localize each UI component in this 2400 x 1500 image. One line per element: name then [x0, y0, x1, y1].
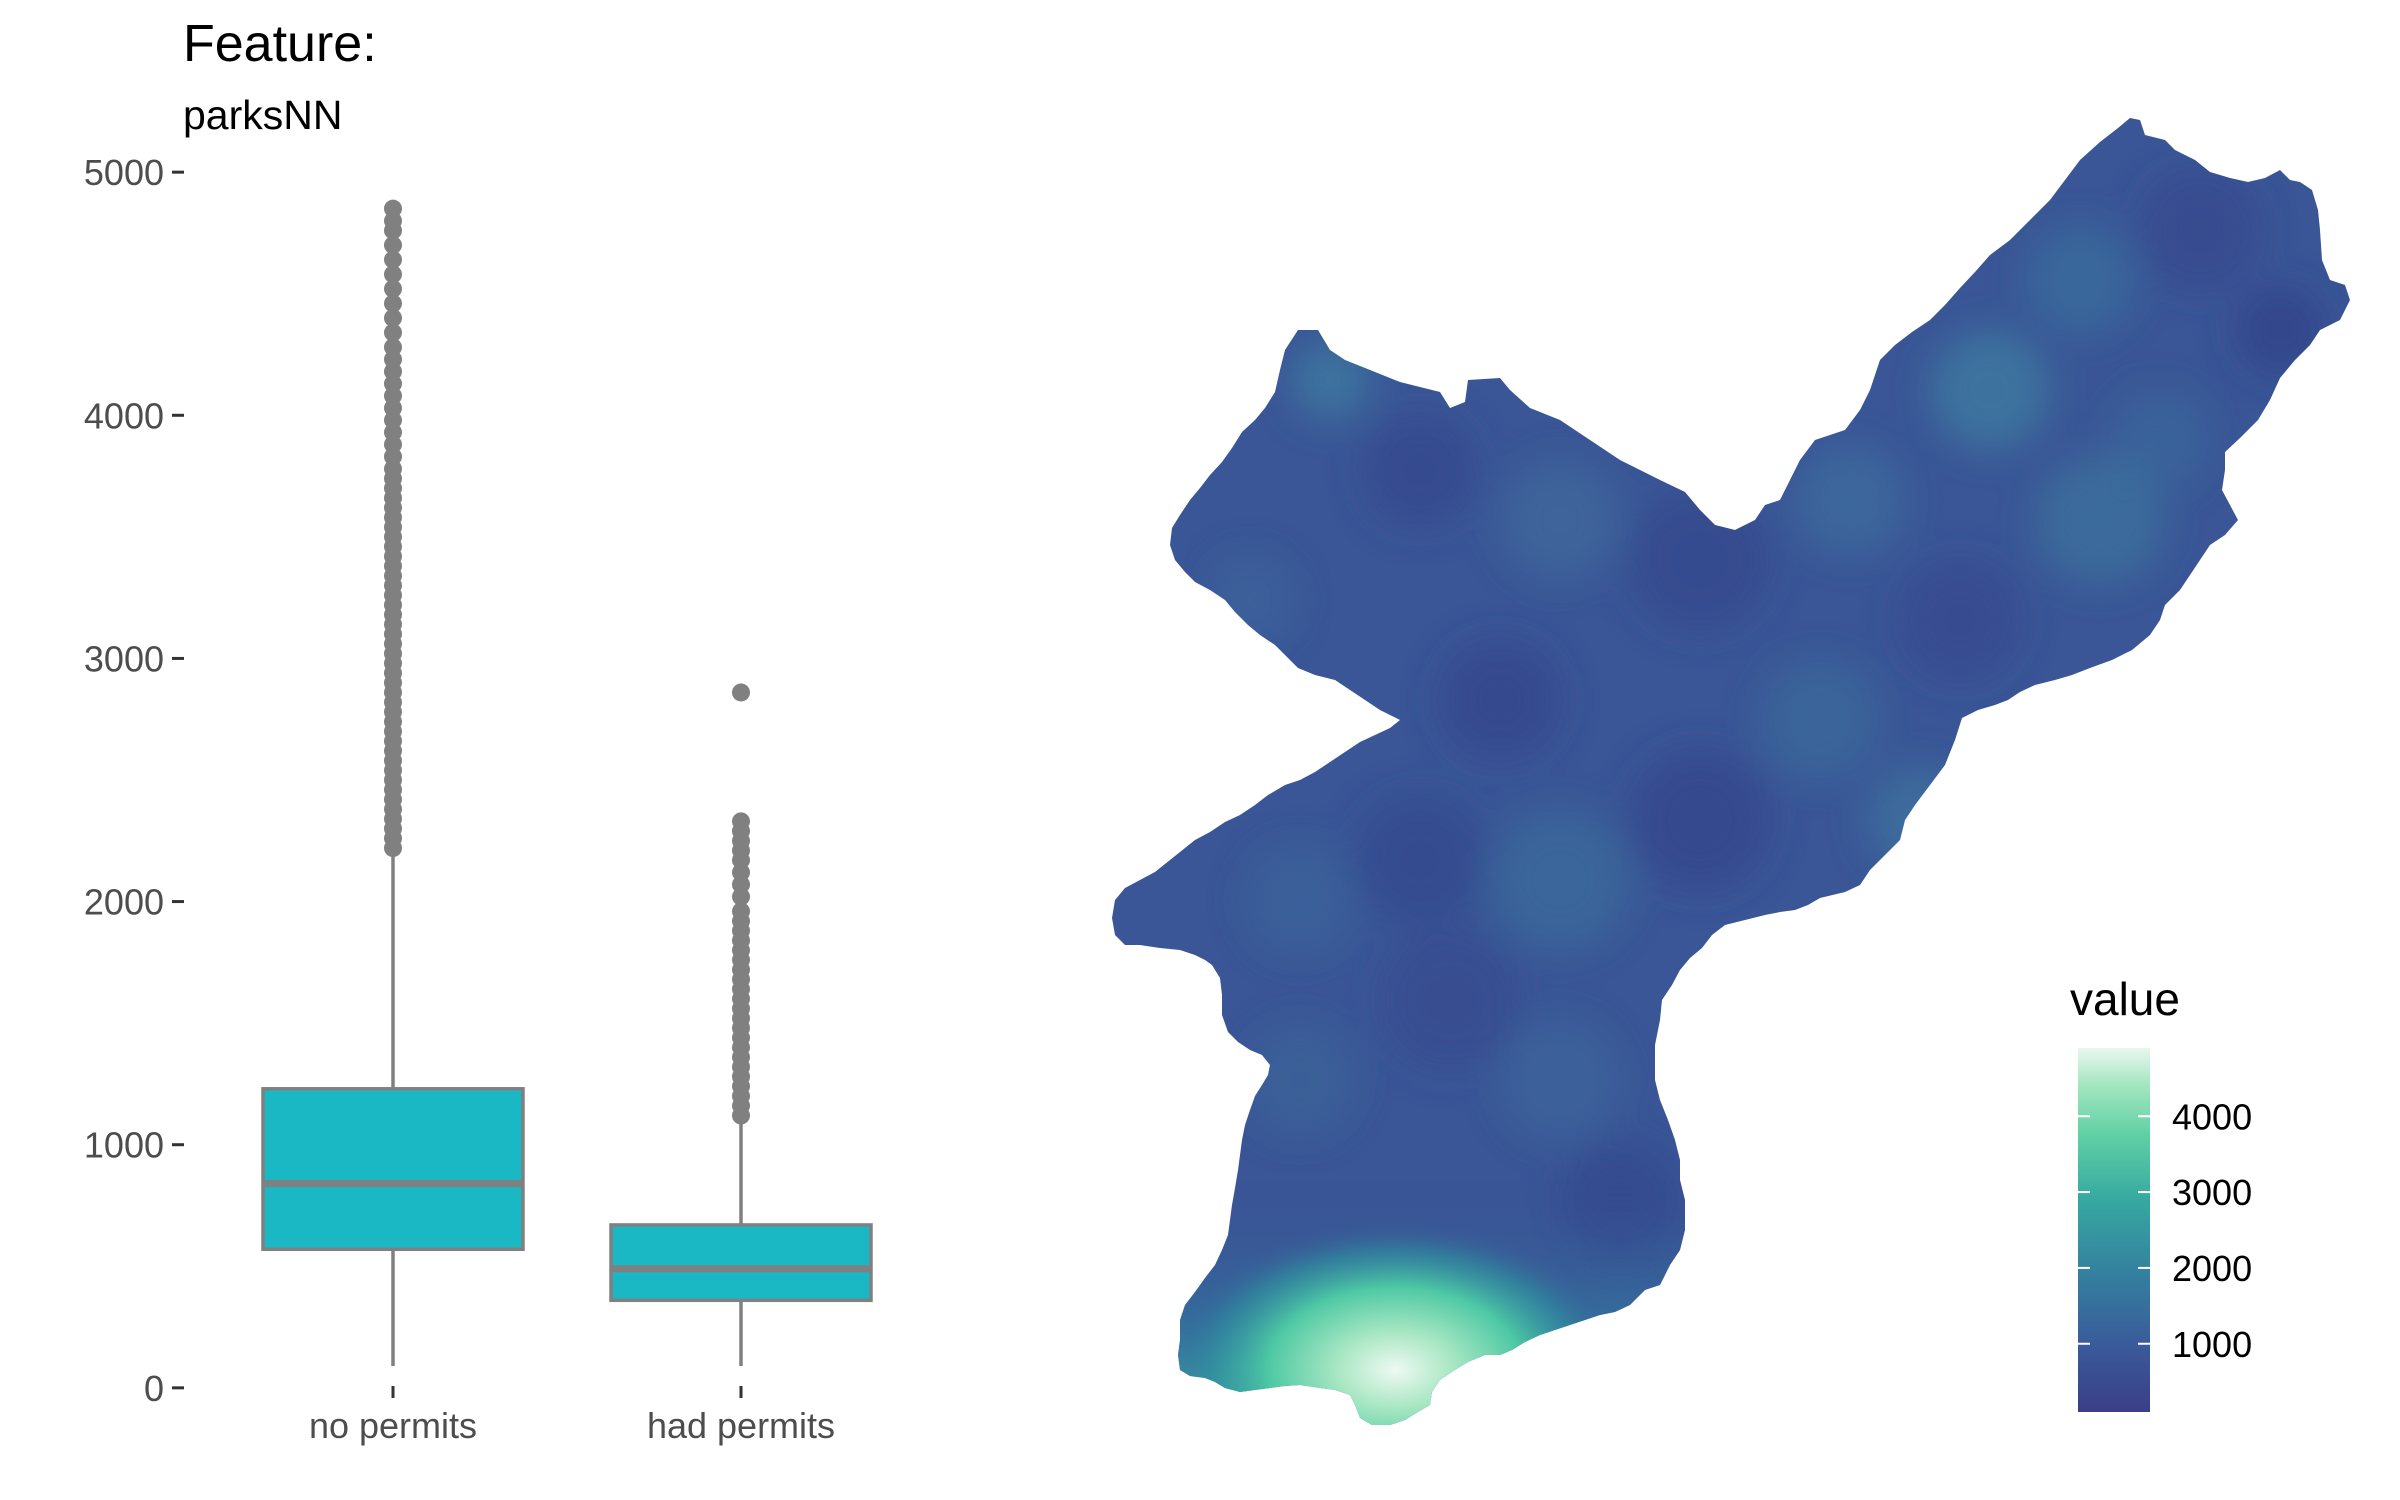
boxplot: 0 1000 2000 3000 4000 5000 no permits had perm… [84, 152, 873, 1446]
y-tick-label: 1000 [84, 1125, 164, 1166]
legend-tick-label: 3000 [2172, 1172, 2252, 1213]
legend-tick-label: 2000 [2172, 1248, 2252, 1289]
outlier-point [384, 250, 402, 269]
outlier-point [384, 279, 402, 298]
outlier-point [384, 265, 402, 284]
y-tick-label: 2000 [84, 882, 164, 923]
outlier-point [384, 338, 402, 357]
x-tick-label: had permits [647, 1405, 835, 1446]
outlier-point [732, 812, 750, 831]
chart-subtitle: parksNN [183, 92, 343, 138]
x-tick-label: no permits [309, 1405, 477, 1446]
y-tick-label: 4000 [84, 395, 164, 436]
outlier-point [732, 902, 750, 921]
chart-title: Feature: [183, 15, 377, 73]
iqr-box [261, 1087, 525, 1252]
map-fill [1112, 118, 2350, 1425]
y-axis: 0 1000 2000 3000 4000 5000 [84, 152, 184, 1409]
box-0 [261, 199, 525, 1366]
y-tick-label: 0 [144, 1368, 164, 1409]
legend-tick-label: 1000 [2172, 1324, 2252, 1365]
boxes [261, 199, 873, 1366]
outlier-point [384, 199, 402, 218]
box-1 [609, 683, 873, 1366]
legend-title: value [2070, 973, 2180, 1025]
legend-tick-label: 4000 [2172, 1096, 2252, 1137]
x-axis: no permits had permits [309, 1386, 835, 1446]
outlier-point [384, 236, 402, 255]
iqr-box [609, 1223, 873, 1303]
y-tick-label: 3000 [84, 638, 164, 679]
outlier-point [384, 323, 402, 342]
outlier-point [384, 309, 402, 328]
color-legend: value 1000 2000 3000 4000 [2070, 973, 2252, 1412]
legend-colorbar [2078, 1048, 2150, 1412]
outlier-point [384, 294, 402, 313]
y-tick-label: 5000 [84, 152, 164, 193]
outlier-point [732, 683, 750, 702]
